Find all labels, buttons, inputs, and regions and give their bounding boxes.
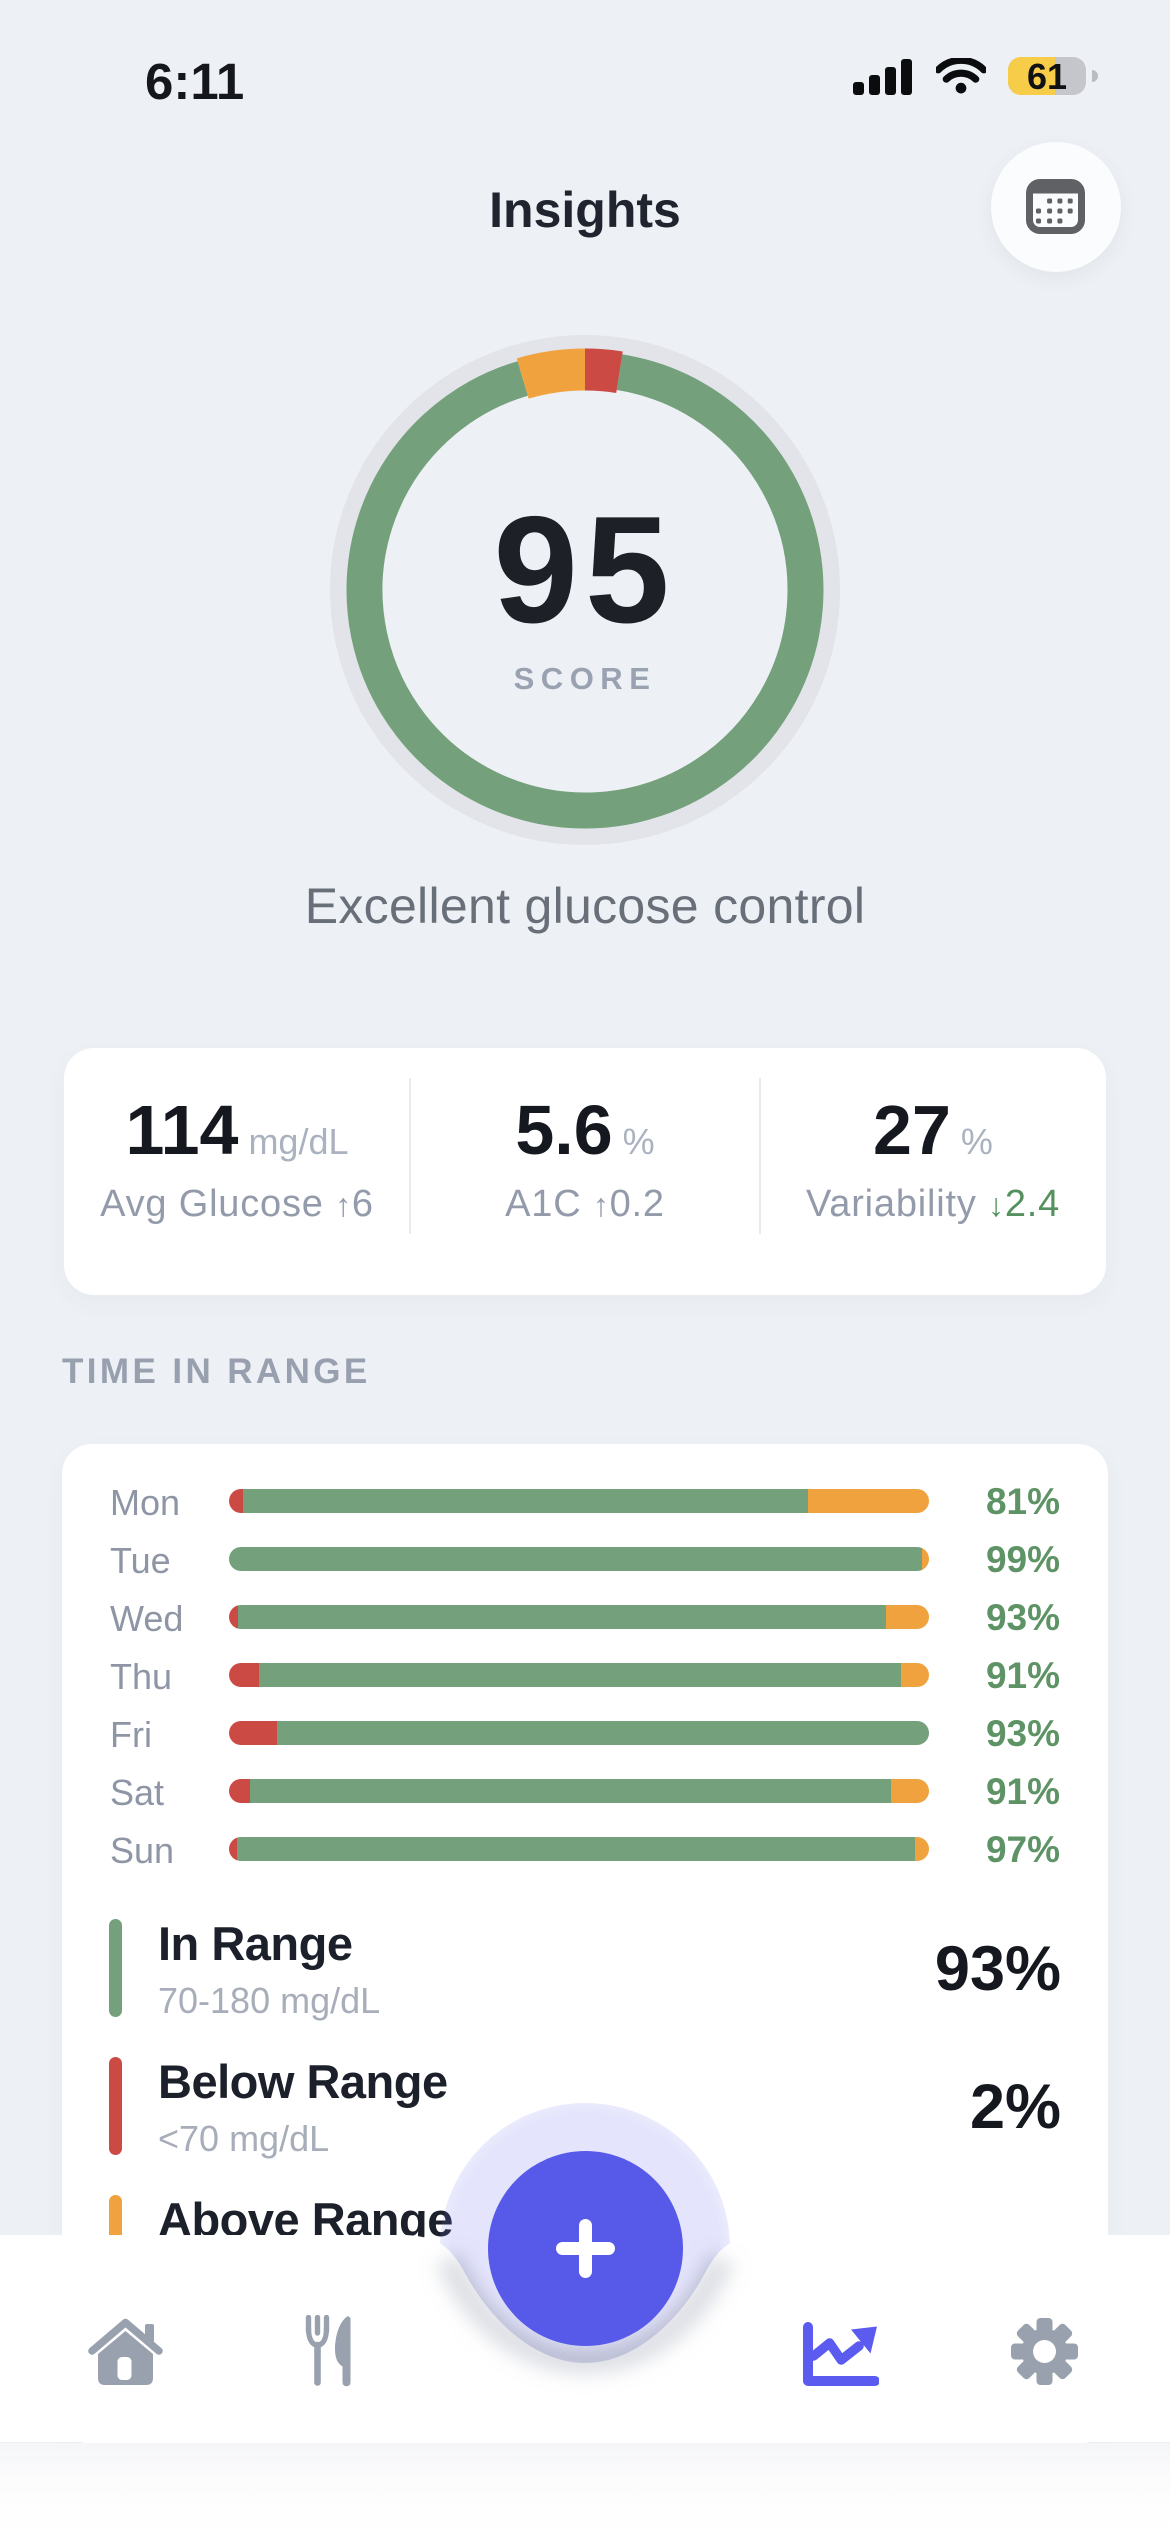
svg-text:61: 61 bbox=[1027, 56, 1067, 96]
